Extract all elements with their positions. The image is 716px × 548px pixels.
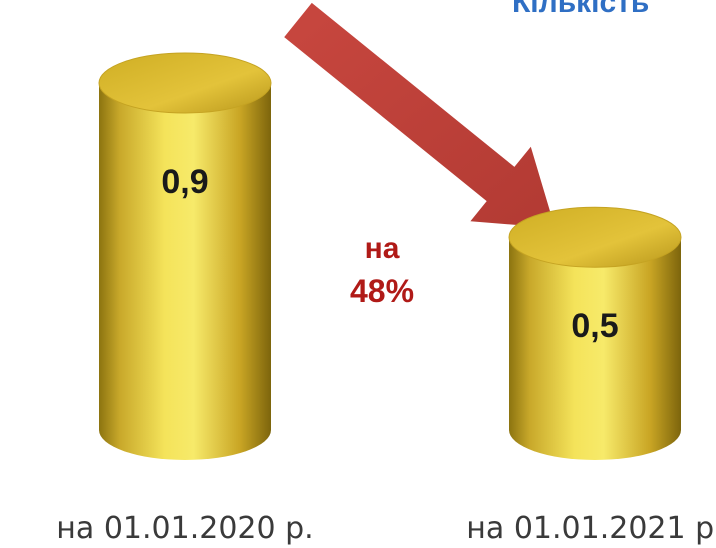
bar-value-label: 0,5 (571, 307, 618, 345)
decrease-arrow (284, 2, 555, 229)
bar-top (508, 206, 682, 268)
bar-1 (508, 206, 682, 460)
labels-layer: 0,9 на 01.01.2020 р. 0,5 на 01.01.2021 р. на… (56, 163, 716, 546)
bar-body (99, 83, 271, 460)
bars-layer (98, 52, 682, 460)
bar-value-label: 0,9 (161, 163, 208, 201)
category-label: на 01.01.2021 р. (466, 511, 716, 546)
bar-body (509, 237, 681, 460)
change-label-line2: 48% (350, 273, 414, 309)
bar-0 (98, 52, 272, 460)
header-title-fragment: Кількість (512, 0, 650, 19)
change-label-line1: на (365, 232, 400, 265)
decrease-arrow-shape (284, 2, 555, 229)
bar-top (98, 52, 272, 114)
category-label: на 01.01.2020 р. (56, 511, 313, 546)
